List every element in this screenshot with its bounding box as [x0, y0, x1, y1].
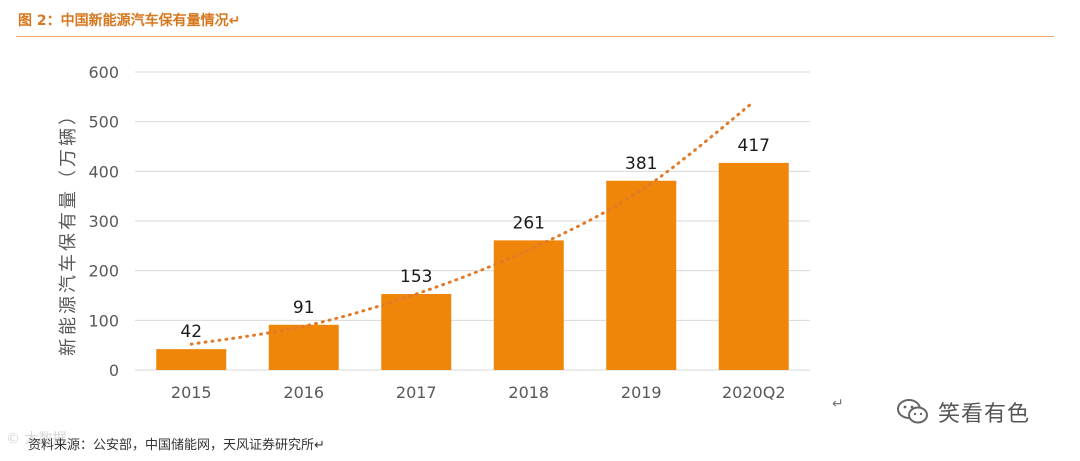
- x-tick-label: 2020Q2: [722, 383, 786, 402]
- chart-trendline: [189, 100, 756, 346]
- source-note: 资料来源：公安部，中国储能网，天风证券研究所↵: [28, 438, 325, 453]
- watermark: 笑看有色: [896, 396, 1030, 428]
- wechat-icon: [897, 399, 928, 424]
- return-mark: ↵: [832, 396, 844, 412]
- title-divider: [16, 36, 1054, 37]
- y-tick-label: 200: [88, 262, 119, 281]
- bar-2019: [606, 180, 677, 370]
- watermark-text: 笑看有色: [938, 402, 1031, 427]
- data-label: 381: [625, 154, 657, 174]
- x-tick-label: 2015: [171, 383, 212, 402]
- bar-2017: [381, 294, 452, 370]
- bar-2018: [493, 240, 564, 370]
- data-label: 91: [293, 298, 315, 318]
- chart-bars: [156, 162, 789, 370]
- x-tick-label: 2018: [508, 383, 549, 402]
- faded-watermark: © 大数据: [6, 431, 67, 447]
- y-tick-label: 0: [109, 361, 119, 380]
- bar-2020Q2: [718, 162, 789, 370]
- y-tick-label: 300: [88, 212, 119, 231]
- data-label: 42: [180, 322, 202, 342]
- y-axis-label: 新能源汽车保有量（万辆）: [58, 104, 79, 356]
- figure-title: 图 2：中国新能源汽车保有量情况↵: [18, 13, 241, 29]
- data-label: 417: [738, 136, 770, 156]
- x-tick-label: 2017: [396, 383, 437, 402]
- y-tick-label: 400: [88, 162, 119, 181]
- data-label: 153: [400, 267, 432, 287]
- y-tick-label: 600: [88, 63, 119, 82]
- bar-2015: [156, 349, 227, 370]
- x-tick-label: 2019: [621, 383, 662, 402]
- y-tick-label: 500: [88, 113, 119, 132]
- bar-2016: [268, 324, 339, 370]
- chart-gridlines: [135, 71, 810, 371]
- chart-labels: 0 100 200 300 400 500 600 42 2015 91 2016 153 2017 26…: [88, 63, 785, 402]
- data-label: 261: [513, 213, 545, 233]
- x-tick-label: 2016: [283, 383, 324, 402]
- trendline-path: [189, 100, 756, 346]
- y-tick-label: 100: [88, 311, 119, 330]
